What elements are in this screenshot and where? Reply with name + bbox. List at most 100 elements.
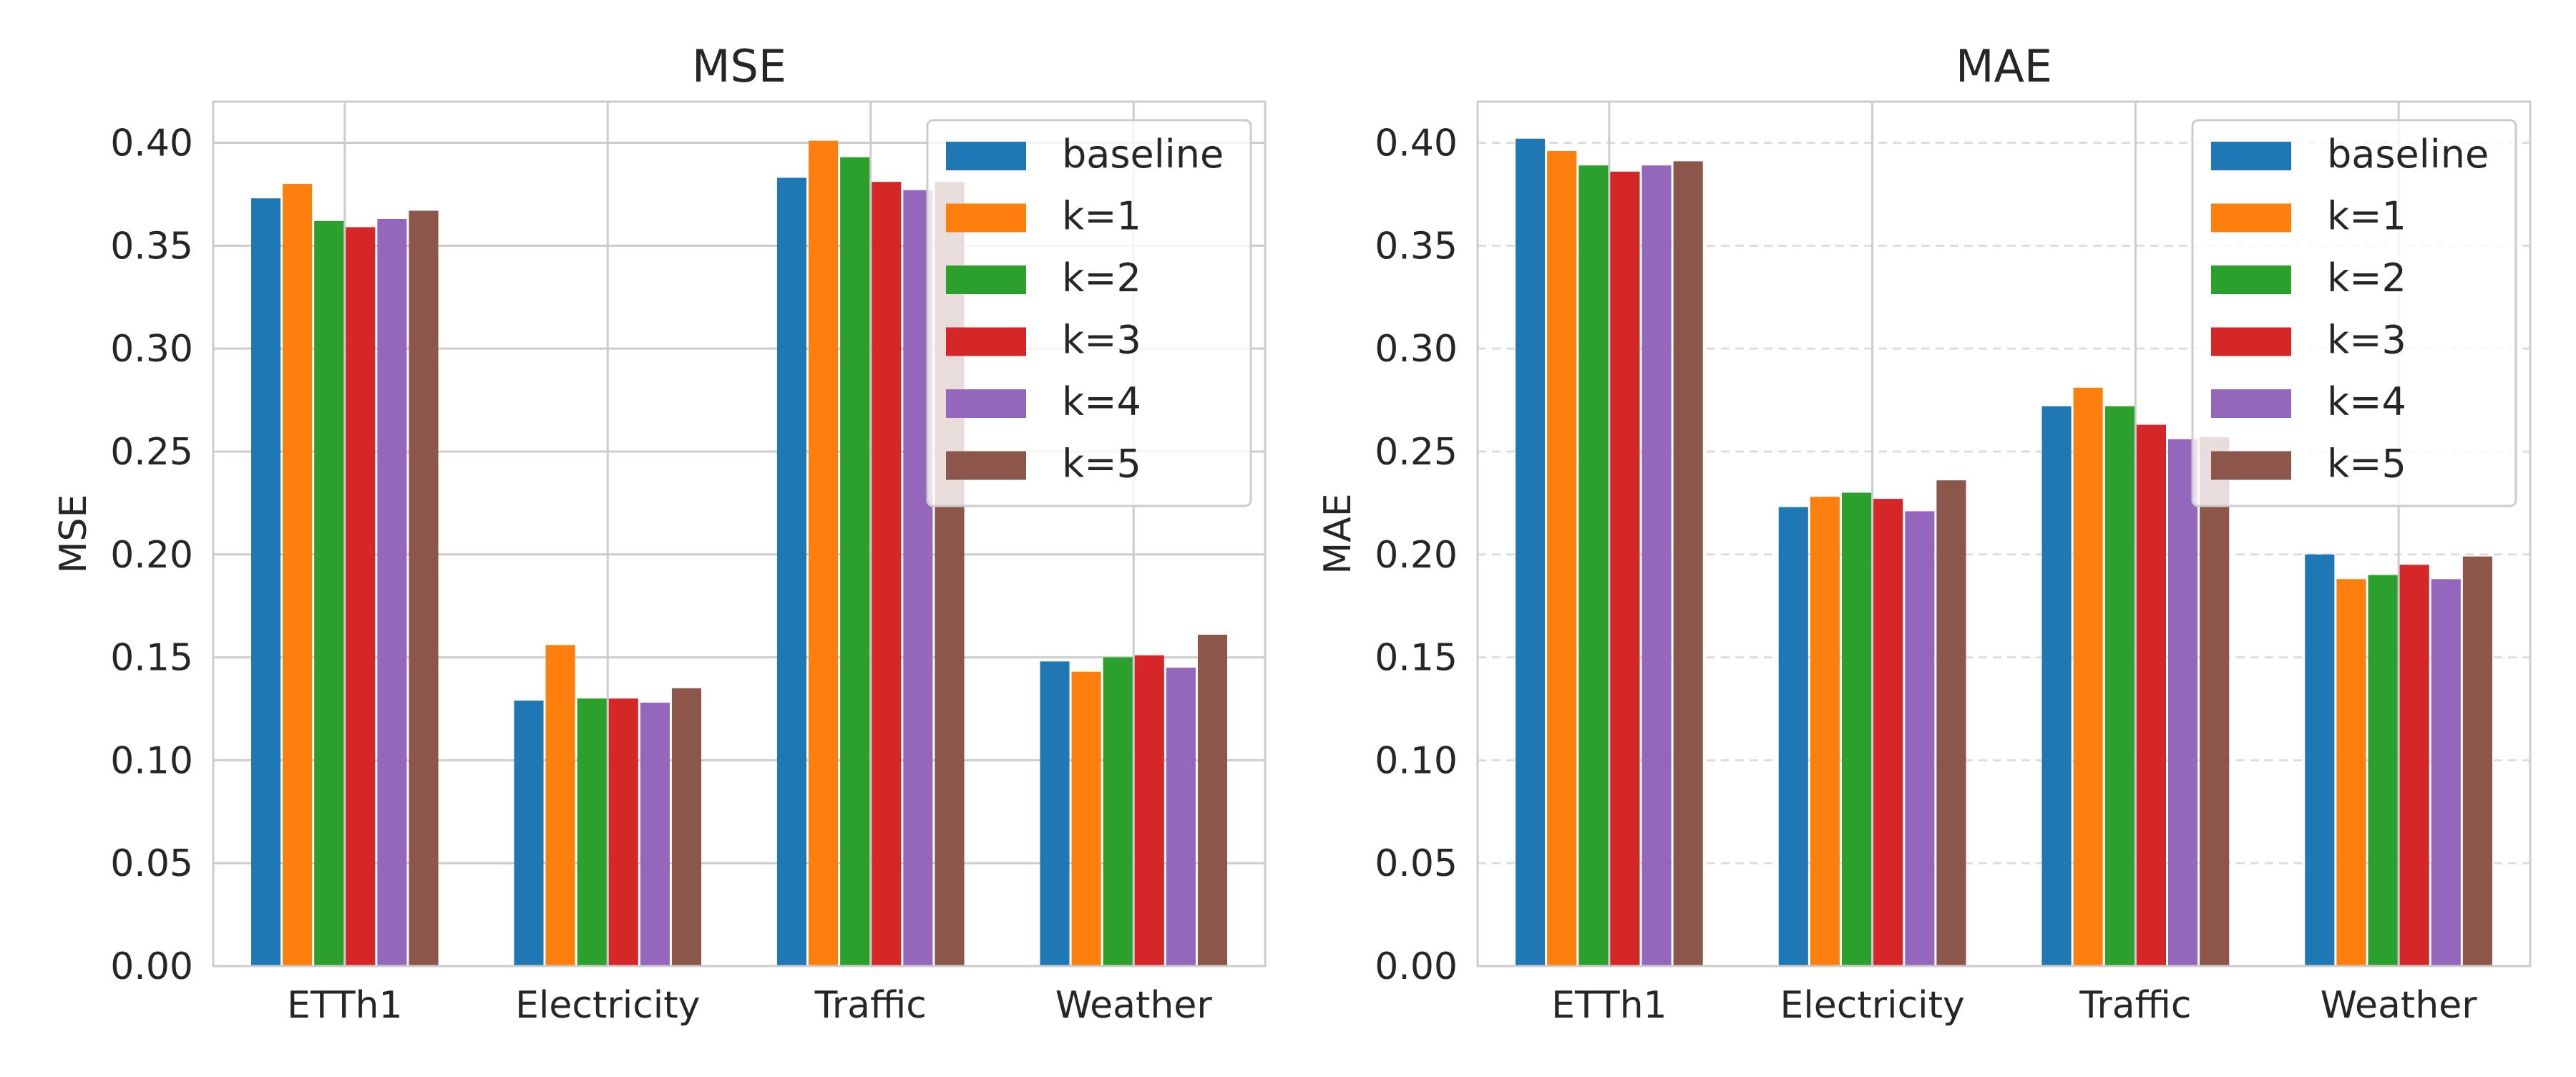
- mse-bar-k1-traffic: [809, 140, 839, 967]
- mse-legend-swatch-k5: [946, 451, 1026, 480]
- mae-bar-k4-weather: [2431, 579, 2461, 966]
- mae-axes-frame: [1476, 100, 2532, 968]
- mse-y-tick-label: 0.30: [110, 328, 193, 371]
- mae-bar-k2-traffic: [2104, 406, 2135, 966]
- mae-bar-k4-etth1: [1641, 165, 1672, 967]
- mse-bar-k5-weather: [1197, 634, 1228, 966]
- mse-bar-k2-traffic: [840, 157, 870, 967]
- mae-y-tick-label: 0.20: [1375, 534, 1458, 577]
- mse-bar-k1-electricity: [545, 645, 575, 966]
- mae-bar-k1-etth1: [1547, 151, 1577, 966]
- mse-bar-k4-etth1: [377, 218, 407, 966]
- mae-y-tick-label: 0.00: [1375, 945, 1458, 988]
- mse-x-tick-label: Traffic: [814, 984, 927, 1027]
- mse-legend-label-k2: k=2: [1062, 255, 1141, 301]
- mae-y-tick-label: 0.40: [1375, 122, 1458, 165]
- mae-legend-swatch-k5: [2211, 451, 2291, 480]
- mse-bar-k5-electricity: [671, 688, 702, 966]
- mse-x-tick-label: ETTh1: [287, 984, 403, 1027]
- mae-bar-k5-etth1: [1673, 161, 1703, 966]
- mse-bar-k4-weather: [1166, 667, 1196, 966]
- mae-legend-label-k3: k=3: [2327, 318, 2406, 363]
- mse-legend-label-k1: k=1: [1062, 194, 1141, 239]
- mae-legend-swatch-k1: [2211, 203, 2291, 233]
- mae-bar-baseline-electricity: [1778, 507, 1808, 966]
- mae-legend-label-baseline: baseline: [2327, 132, 2489, 177]
- mae-bar-k3-electricity: [1873, 499, 1903, 966]
- mse-y-tick-label: 0.35: [110, 225, 193, 268]
- mae-x-tick-label: Traffic: [2079, 984, 2191, 1027]
- mae-bar-k1-electricity: [1810, 497, 1840, 966]
- mae-bar-k3-traffic: [2136, 424, 2167, 966]
- mae-legend-swatch-k4: [2211, 389, 2291, 418]
- mae-bar-baseline-etth1: [1515, 138, 1546, 966]
- mae-y-tick-label: 0.30: [1375, 328, 1458, 371]
- mae-legend-label-k1: k=1: [2327, 194, 2406, 239]
- mae-bar-k4-electricity: [1905, 511, 1935, 966]
- mae-legend-label-k4: k=4: [2327, 379, 2406, 424]
- mse-legend-label-k3: k=3: [1062, 318, 1141, 363]
- mse-bar-k5-etth1: [409, 210, 439, 966]
- mae-y-axis-label: MAE: [1317, 493, 1360, 574]
- mse-y-axis-label: MSE: [52, 494, 95, 574]
- mae-bar-baseline-weather: [2305, 554, 2335, 966]
- mae-legend-label-k5: k=5: [2327, 442, 2406, 487]
- mse-bar-k1-etth1: [283, 184, 313, 966]
- mae-y-tick-label: 0.25: [1375, 431, 1458, 474]
- mse-y-tick-label: 0.25: [110, 431, 193, 474]
- mse-bar-baseline-electricity: [514, 700, 544, 966]
- mse-legend-swatch-baseline: [946, 142, 1026, 170]
- mae-bar-k5-traffic: [2200, 437, 2230, 966]
- mse-bar-k3-traffic: [872, 182, 902, 967]
- mae-legend-swatch-k3: [2211, 327, 2291, 356]
- mae-bar-k5-electricity: [1936, 480, 1966, 966]
- mse-bar-k1-weather: [1071, 671, 1101, 966]
- mae-bar-k2-etth1: [1579, 165, 1609, 967]
- mse-subplot: 0.00 0.05 0.10 0.15 0.20 0.25 0.30 0.35 0.40 ETTh…: [52, 40, 1267, 1027]
- mae-bar-k2-electricity: [1841, 492, 1872, 966]
- mae-bar-k1-weather: [2336, 579, 2366, 966]
- mae-y-tick-label: 0.10: [1375, 739, 1458, 782]
- mae-title: MAE: [1956, 40, 2052, 92]
- mae-y-tick-label: 0.05: [1375, 842, 1458, 885]
- mse-y-tick-label: 0.15: [110, 637, 193, 680]
- mse-legend-label-k5: k=5: [1062, 442, 1141, 487]
- mse-bar-k4-electricity: [640, 702, 670, 966]
- mse-y-tick-label: 0.05: [110, 842, 193, 885]
- mse-y-tick-label: 0.40: [110, 122, 193, 165]
- mae-subplot: 0.00 0.05 0.10 0.15 0.20 0.25 0.30 0.35 0.40 ETTh…: [1317, 40, 2532, 1027]
- mae-bar-k3-etth1: [1610, 171, 1640, 966]
- mse-bar-k2-weather: [1103, 657, 1133, 966]
- mse-bar-k2-etth1: [314, 220, 344, 966]
- mse-y-tick-label: 0.10: [110, 739, 193, 782]
- mae-bar-k1-traffic: [2073, 387, 2103, 966]
- mae-bar-k4-traffic: [2168, 439, 2198, 966]
- mse-y-tick-label: 0.00: [110, 945, 193, 988]
- mse-bar-k3-weather: [1134, 655, 1164, 966]
- mae-legend-swatch-baseline: [2211, 142, 2291, 170]
- mae-bar-k3-weather: [2399, 565, 2429, 966]
- mse-x-tick-label: Weather: [1055, 984, 1213, 1027]
- mse-legend-swatch-k4: [946, 389, 1026, 418]
- mse-legend: baseline k=1 k=2 k=3 k=4 k=5: [926, 119, 1252, 507]
- mse-title: MSE: [692, 40, 786, 92]
- mse-bar-baseline-weather: [1040, 661, 1070, 966]
- mae-bar-k5-weather: [2462, 556, 2493, 966]
- mae-x-tick-label: ETTh1: [1551, 984, 1667, 1027]
- mae-bar-baseline-traffic: [2041, 406, 2072, 966]
- mse-x-tick-label: Electricity: [515, 984, 700, 1027]
- mse-bar-k3-etth1: [346, 227, 376, 966]
- mae-y-tick-label: 0.15: [1375, 637, 1458, 680]
- mse-bar-k3-electricity: [608, 698, 638, 966]
- mse-axes-frame: [212, 100, 1267, 968]
- mse-legend-swatch-k3: [946, 327, 1026, 356]
- mae-legend-label-k2: k=2: [2327, 255, 2406, 301]
- mse-legend-label-baseline: baseline: [1062, 132, 1224, 177]
- mse-y-tick-label: 0.20: [110, 534, 193, 577]
- mse-legend-swatch-k2: [946, 265, 1026, 294]
- mse-bar-k2-electricity: [577, 698, 607, 966]
- mse-legend-swatch-k1: [946, 203, 1026, 233]
- mse-bar-baseline-etth1: [250, 198, 281, 967]
